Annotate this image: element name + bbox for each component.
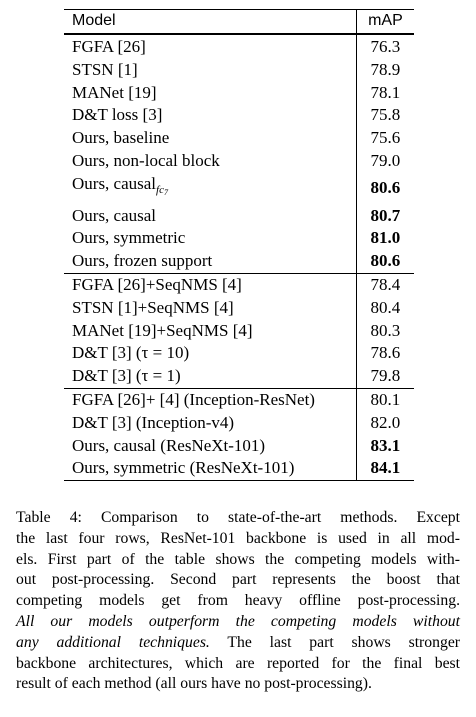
model-cell: Ours, causalfc7 <box>64 173 356 205</box>
map-cell: 84.1 <box>355 457 414 482</box>
map-cell: 79.0 <box>355 149 414 173</box>
model-name: Ours, symmetric <box>72 228 186 248</box>
caption-after-emphasis: The last part shows stronger <box>209 633 461 651</box>
map-cell: 78.1 <box>355 81 414 105</box>
table-row: STSN [1] 78.9 <box>64 58 414 82</box>
model-cell: Ours, baseline <box>64 127 356 150</box>
caption-line-emphasis-2: any additional techniques. The last part… <box>16 633 460 654</box>
model-cell: Ours, frozen support <box>64 250 357 274</box>
model-cell: Ours, symmetric <box>64 227 356 250</box>
model-name: Ours, causal <box>72 205 157 225</box>
model-cell: D&T loss [3] <box>64 104 356 127</box>
model-subscript: fc7 <box>156 183 168 197</box>
map-cell: 80.1 <box>355 387 414 412</box>
model-cell: D&T [3] (τ = 10) <box>64 342 356 365</box>
model-name: Ours, symmetric (ResNeXt-101) <box>72 458 295 478</box>
header-map: mAP <box>355 9 414 35</box>
table-row: Ours, frozen support 80.6 <box>64 250 414 274</box>
map-cell: 80.3 <box>355 319 414 343</box>
model-cell: MANet [19]+SeqNMS [4] <box>64 320 356 343</box>
map-cell: 80.6 <box>355 172 414 205</box>
model-name: D&T [3] (τ = 1) <box>72 366 181 386</box>
map-cell: 80.4 <box>355 296 414 320</box>
model-name: FGFA [26]+SeqNMS [4] <box>72 274 242 294</box>
table-row: Ours, causal 80.7 <box>64 204 414 228</box>
model-name: STSN [1]+SeqNMS [4] <box>72 297 234 317</box>
map-cell: 78.4 <box>355 272 414 297</box>
table-row: D&T [3] (τ = 1) 79.8 <box>64 365 414 389</box>
table-row: FGFA [26] 76.3 <box>64 33 414 59</box>
table-row: MANet [19] 78.1 <box>64 81 414 105</box>
subscript-main: fc <box>156 183 164 196</box>
table-row: D&T [3] (Inception-v4) 82.0 <box>64 411 414 435</box>
table-row: Ours, symmetric (ResNeXt-101) 84.1 <box>64 457 414 482</box>
model-cell: D&T [3] (τ = 1) <box>64 365 357 389</box>
model-name: Ours, baseline <box>72 128 170 148</box>
model-name: D&T [3] (τ = 10) <box>72 343 190 363</box>
caption-line: out post-processing. Second part represe… <box>16 571 460 589</box>
model-name: Ours, frozen support <box>72 251 213 271</box>
table-body: FGFA [26] 76.3 STSN [1] 78.9 MANet [19] 78.1 D… <box>64 33 414 482</box>
map-cell: 83.1 <box>355 434 414 458</box>
caption-line: competing models get from heavy offline … <box>16 592 460 610</box>
table-row: STSN [1]+SeqNMS [4] 80.4 <box>64 296 414 320</box>
header-model: Model <box>64 9 357 35</box>
model-cell: MANet [19] <box>64 82 356 105</box>
model-name: FGFA [26] <box>72 37 146 56</box>
map-cell: 81.0 <box>355 227 414 251</box>
map-cell: 80.6 <box>355 250 414 274</box>
model-cell: Ours, causal <box>64 205 356 228</box>
table-row: Ours, causal (ResNeXt-101) 83.1 <box>64 434 414 458</box>
table-row: Ours, non-local block 79.0 <box>64 149 414 173</box>
caption-emphasis: All our models outperform the competing … <box>16 612 460 630</box>
model-name: MANet [19]+SeqNMS [4] <box>72 320 253 340</box>
map-cell: 78.9 <box>355 58 414 82</box>
map-cell: 82.0 <box>355 411 414 435</box>
model-cell: Ours, symmetric (ResNeXt-101) <box>64 457 357 482</box>
map-cell: 79.8 <box>355 365 414 389</box>
model-name: MANet [19] <box>72 82 157 102</box>
caption-line: backbone architectures, which are report… <box>16 654 460 672</box>
map-cell: 78.6 <box>355 342 414 366</box>
caption-line: Table 4: Comparison to state-of-the-art … <box>16 509 460 526</box>
map-cell: 75.8 <box>355 104 414 128</box>
model-name: D&T loss [3] <box>72 105 163 125</box>
model-name: D&T [3] (Inception-v4) <box>72 412 235 432</box>
table-row: D&T loss [3] 75.8 <box>64 104 414 128</box>
table-row: MANet [19]+SeqNMS [4] 80.3 <box>64 319 414 343</box>
caption-emphasis: any additional techniques. <box>16 633 210 651</box>
caption-line-emphasis-1: All our models outperform the competing … <box>16 612 460 633</box>
table-row: Ours, causalfc7 80.6 <box>64 172 414 205</box>
caption-line: result of each method (all ours have no … <box>16 675 372 693</box>
model-name: Ours, causal <box>72 173 157 193</box>
table-row: D&T [3] (τ = 10) 78.6 <box>64 342 414 366</box>
model-name: Ours, non-local block <box>72 150 220 170</box>
model-cell: Ours, non-local block <box>64 150 356 173</box>
model-cell: STSN [1]+SeqNMS [4] <box>64 297 356 320</box>
model-cell: FGFA [26] <box>64 33 357 59</box>
caption-line: els. First part of the table shows the c… <box>16 550 460 568</box>
model-name: Ours, causal (ResNeXt-101) <box>72 435 266 455</box>
map-cell: 75.6 <box>355 127 414 150</box>
map-cell: 76.3 <box>355 33 414 59</box>
table-row: Ours, baseline 75.6 <box>64 127 414 150</box>
model-name: STSN [1] <box>72 59 138 79</box>
results-table-container: Model mAP FGFA [26] 76.3 STSN [1] 78.9 MANet… <box>64 9 414 482</box>
table-row: FGFA [26]+ [4] (Inception-ResNet) 80.1 <box>64 387 414 412</box>
model-name: FGFA [26]+ [4] (Inception-ResNet) <box>72 389 315 409</box>
results-table: Model mAP FGFA [26] 76.3 STSN [1] 78.9 MANet… <box>64 9 414 482</box>
model-cell: FGFA [26]+ [4] (Inception-ResNet) <box>64 387 357 412</box>
map-cell: 80.7 <box>355 204 414 228</box>
subscript-index: 7 <box>163 187 168 197</box>
table-row: FGFA [26]+SeqNMS [4] 78.4 <box>64 272 414 297</box>
model-cell: D&T [3] (Inception-v4) <box>64 412 356 435</box>
table-header-row: Model mAP <box>64 9 414 35</box>
table-caption: Table 4: Comparison to state-of-the-art … <box>16 508 460 695</box>
table-row: Ours, symmetric 81.0 <box>64 227 414 251</box>
model-cell: Ours, causal (ResNeXt-101) <box>64 435 356 458</box>
caption-line: the last four rows, ResNet-101 backbone … <box>16 529 460 547</box>
model-cell: STSN [1] <box>64 59 356 82</box>
model-cell: FGFA [26]+SeqNMS [4] <box>64 272 357 297</box>
